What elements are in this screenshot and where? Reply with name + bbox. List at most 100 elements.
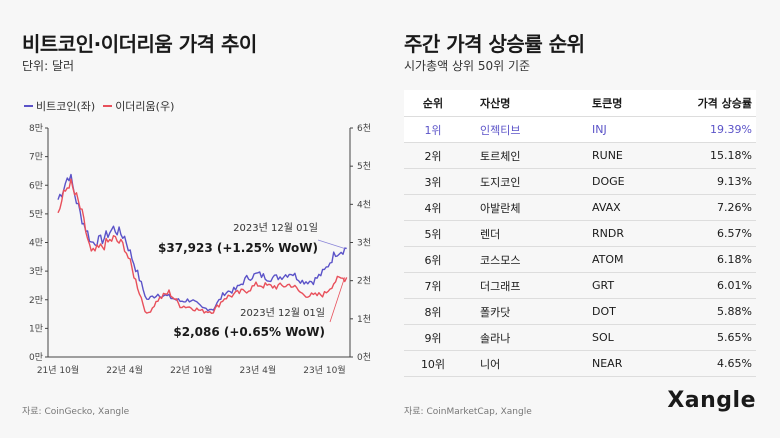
rank-cell: 7위 <box>424 279 442 293</box>
weekly-ranking-table: 순위 자산명 토큰명 가격 상승률 1위 인젝티브 INJ 19.39% 2위 토르체인 R… <box>404 90 756 377</box>
y-left-tick-label: 3만 <box>29 266 43 277</box>
btc-annotation-leader <box>317 239 345 249</box>
table-row: 3위 도지코인 DOGE 9.13% <box>404 169 756 195</box>
token-cell: ATOM <box>592 253 624 266</box>
table-row: 8위 폴카닷 DOT 5.88% <box>404 299 756 325</box>
rank-cell: 3위 <box>424 175 442 189</box>
rank-cell: 1위 <box>424 123 442 137</box>
token-cell: GRT <box>592 279 615 292</box>
y-right-tick-label: 6천 <box>357 123 371 134</box>
right-table-title: 주간 가격 상승률 순위 <box>404 32 585 56</box>
btc-price-line <box>57 173 347 312</box>
eth-annotation-leader <box>329 277 346 323</box>
name-cell: 토르체인 <box>480 149 521 163</box>
name-cell: 더그래프 <box>480 279 521 293</box>
token-cell: DOGE <box>592 175 625 188</box>
legend-item-btc: 비트코인(좌) <box>24 98 95 114</box>
name-cell: 인젝티브 <box>480 123 521 137</box>
y-right-tick-label: 0천 <box>357 352 371 363</box>
rate-cell: 7.26% <box>717 201 752 214</box>
y-left-tick-label: 6만 <box>29 180 43 191</box>
rank-cell: 9위 <box>424 331 442 345</box>
rate-cell: 6.57% <box>717 227 752 240</box>
rate-cell: 19.39% <box>710 123 752 136</box>
y-right-tick-label: 4천 <box>357 199 371 210</box>
header-rank: 순위 <box>422 97 444 110</box>
y-left-tick-label: 0만 <box>29 352 43 363</box>
legend-swatch-btc <box>24 105 33 107</box>
y-left-tick-label: 1만 <box>29 323 43 334</box>
legend-item-eth: 이더리움(우) <box>103 98 174 114</box>
right-table-subtitle: 시가총액 상위 50위 기준 <box>404 59 531 73</box>
table-row: 2위 토르체인 RUNE 15.18% <box>404 143 756 169</box>
legend-label-btc: 비트코인(좌) <box>36 100 96 113</box>
table-row: 5위 렌더 RNDR 6.57% <box>404 221 756 247</box>
rank-cell: 10위 <box>420 357 446 371</box>
rate-cell: 5.88% <box>717 305 752 318</box>
token-cell: RUNE <box>592 149 623 162</box>
eth-annotation-value: $2,086 (+0.65% WoW) <box>173 325 325 339</box>
name-cell: 솔라나 <box>480 331 511 345</box>
rate-cell: 5.65% <box>717 331 752 344</box>
token-cell: SOL <box>592 331 614 344</box>
table-row: 4위 아발란체 AVAX 7.26% <box>404 195 756 221</box>
x-tick-label: 22년 10월 <box>170 364 212 376</box>
left-chart-subtitle: 단위: 달러 <box>22 59 75 73</box>
rate-cell: 15.18% <box>710 149 752 162</box>
name-cell: 아발란체 <box>480 201 521 215</box>
rank-cell: 5위 <box>424 227 442 241</box>
table-row: 7위 더그래프 GRT 6.01% <box>404 273 756 299</box>
y-left-tick-label: 2만 <box>29 295 43 306</box>
y-left-tick-label: 7만 <box>29 152 43 163</box>
table-row: 10위 니어 NEAR 4.65% <box>404 351 756 377</box>
table-row: 9위 솔라나 SOL 5.65% <box>404 325 756 351</box>
rate-cell: 6.18% <box>717 253 752 266</box>
rate-cell: 9.13% <box>717 175 752 188</box>
name-cell: 도지코인 <box>480 175 521 189</box>
chart-legend: 비트코인(좌) 이더리움(우) <box>24 98 174 114</box>
right-source: 자료: CoinMarketCap, Xangle <box>404 407 532 417</box>
token-cell: DOT <box>592 305 616 318</box>
token-cell: RNDR <box>592 227 624 240</box>
left-source: 자료: CoinGecko, Xangle <box>22 407 130 417</box>
y-right-tick-label: 2천 <box>357 276 371 287</box>
y-right-tick-label: 1천 <box>357 314 371 325</box>
y-right-tick-label: 3천 <box>357 238 371 249</box>
btc-annotation-date: 2023년 12월 01일 <box>233 222 318 234</box>
eth-annotation-date: 2023년 12월 01일 <box>240 307 325 319</box>
header-rate: 가격 상승률 <box>697 97 752 110</box>
table-header: 순위 자산명 토큰명 가격 상승률 <box>404 90 756 117</box>
legend-label-eth: 이더리움(우) <box>115 100 175 113</box>
rank-cell: 8위 <box>424 305 442 319</box>
header-name: 자산명 <box>480 97 511 110</box>
rate-cell: 6.01% <box>717 279 752 292</box>
table-row: 6위 코스모스 ATOM 6.18% <box>404 247 756 273</box>
rate-cell: 4.65% <box>717 357 752 370</box>
token-cell: AVAX <box>592 201 621 214</box>
eth-price-line <box>57 178 348 314</box>
price-line-chart: 0만 1만 2만 3만 4만 5만 6만 7만 8만 0천 1천 2천 3천 4천 5천 6천 21년 10월 2… <box>29 123 371 376</box>
rank-cell: 2위 <box>424 149 442 163</box>
name-cell: 폴카닷 <box>480 305 511 319</box>
btc-annotation-value: $37,923 (+1.25% WoW) <box>158 241 318 255</box>
rank-cell: 4위 <box>424 201 442 215</box>
rank-cell: 6위 <box>424 253 442 267</box>
legend-swatch-eth <box>103 105 113 107</box>
y-right-tick-label: 5천 <box>357 161 371 172</box>
y-left-tick-label: 4만 <box>29 238 43 249</box>
token-cell: INJ <box>592 123 607 136</box>
y-left-tick-label: 5만 <box>29 209 43 220</box>
y-left-tick-label: 8만 <box>29 123 43 134</box>
x-tick-label: 23년 10월 <box>303 364 345 376</box>
x-tick-label: 23년 4월 <box>240 364 277 376</box>
name-cell: 코스모스 <box>480 253 521 267</box>
left-chart-title: 비트코인·이더리움 가격 추이 <box>22 32 257 56</box>
table-body: 1위 인젝티브 INJ 19.39% 2위 토르체인 RUNE 15.18% 3위 도지코인 DOG… <box>404 117 756 377</box>
token-cell: NEAR <box>592 357 623 370</box>
x-tick-label: 21년 10월 <box>37 364 79 376</box>
header-token: 토큰명 <box>592 97 623 110</box>
table-row: 1위 인젝티브 INJ 19.39% <box>404 117 756 143</box>
name-cell: 니어 <box>480 357 501 371</box>
name-cell: 렌더 <box>480 227 501 241</box>
x-tick-label: 22년 4월 <box>106 364 143 376</box>
